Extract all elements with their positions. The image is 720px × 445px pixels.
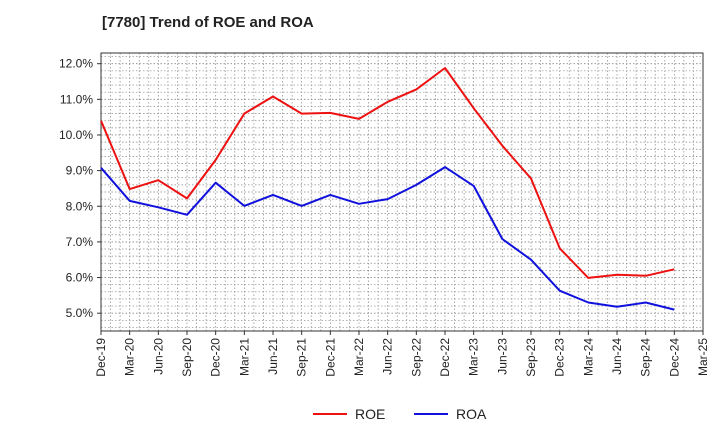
y-tick-label: 12.0% bbox=[59, 57, 93, 71]
x-tick-label: Mar-22 bbox=[352, 338, 366, 376]
x-tick-label: Jun-23 bbox=[495, 338, 509, 375]
x-tick-label: Jun-21 bbox=[266, 338, 280, 375]
x-tick-label: Sep-20 bbox=[180, 338, 194, 377]
x-tick-label: Mar-25 bbox=[696, 338, 710, 376]
legend-label-roa: ROA bbox=[456, 406, 487, 422]
x-tick-label: Jun-24 bbox=[610, 338, 624, 375]
x-tick-label: Mar-23 bbox=[467, 338, 481, 376]
x-tick-label: Dec-24 bbox=[667, 338, 681, 377]
x-tick-label: Sep-23 bbox=[524, 338, 538, 377]
legend-label-roe: ROE bbox=[355, 406, 385, 422]
y-tick-label: 10.0% bbox=[59, 128, 93, 142]
y-tick-label: 8.0% bbox=[66, 199, 94, 213]
x-tick-label: Dec-23 bbox=[553, 338, 567, 377]
x-tick-label: Dec-22 bbox=[438, 338, 452, 377]
y-tick-label: 5.0% bbox=[66, 306, 94, 320]
x-tick-label: Mar-21 bbox=[237, 338, 251, 376]
y-tick-label: 9.0% bbox=[66, 164, 94, 178]
x-tick-label: Jun-22 bbox=[381, 338, 395, 375]
series-line-roa bbox=[100, 166, 675, 311]
series-line-roe bbox=[100, 67, 675, 279]
x-tick-label: Mar-24 bbox=[581, 338, 595, 376]
plot-frame bbox=[100, 52, 704, 332]
chart-title: [7780] Trend of ROE and ROA bbox=[102, 14, 314, 31]
x-tick-label: Dec-20 bbox=[209, 338, 223, 377]
x-tick-label: Dec-21 bbox=[323, 338, 337, 377]
x-tick-label: Sep-24 bbox=[639, 338, 653, 377]
x-tick-label: Dec-19 bbox=[94, 338, 108, 377]
x-tick-label: Sep-22 bbox=[409, 338, 423, 377]
x-tick-label: Jun-20 bbox=[151, 338, 165, 375]
y-tick-label: 7.0% bbox=[66, 235, 94, 249]
x-tick-label: Mar-20 bbox=[123, 338, 137, 376]
y-tick-label: 11.0% bbox=[60, 92, 93, 106]
x-tick-label: Sep-21 bbox=[295, 338, 309, 377]
y-tick-label: 6.0% bbox=[66, 271, 94, 285]
